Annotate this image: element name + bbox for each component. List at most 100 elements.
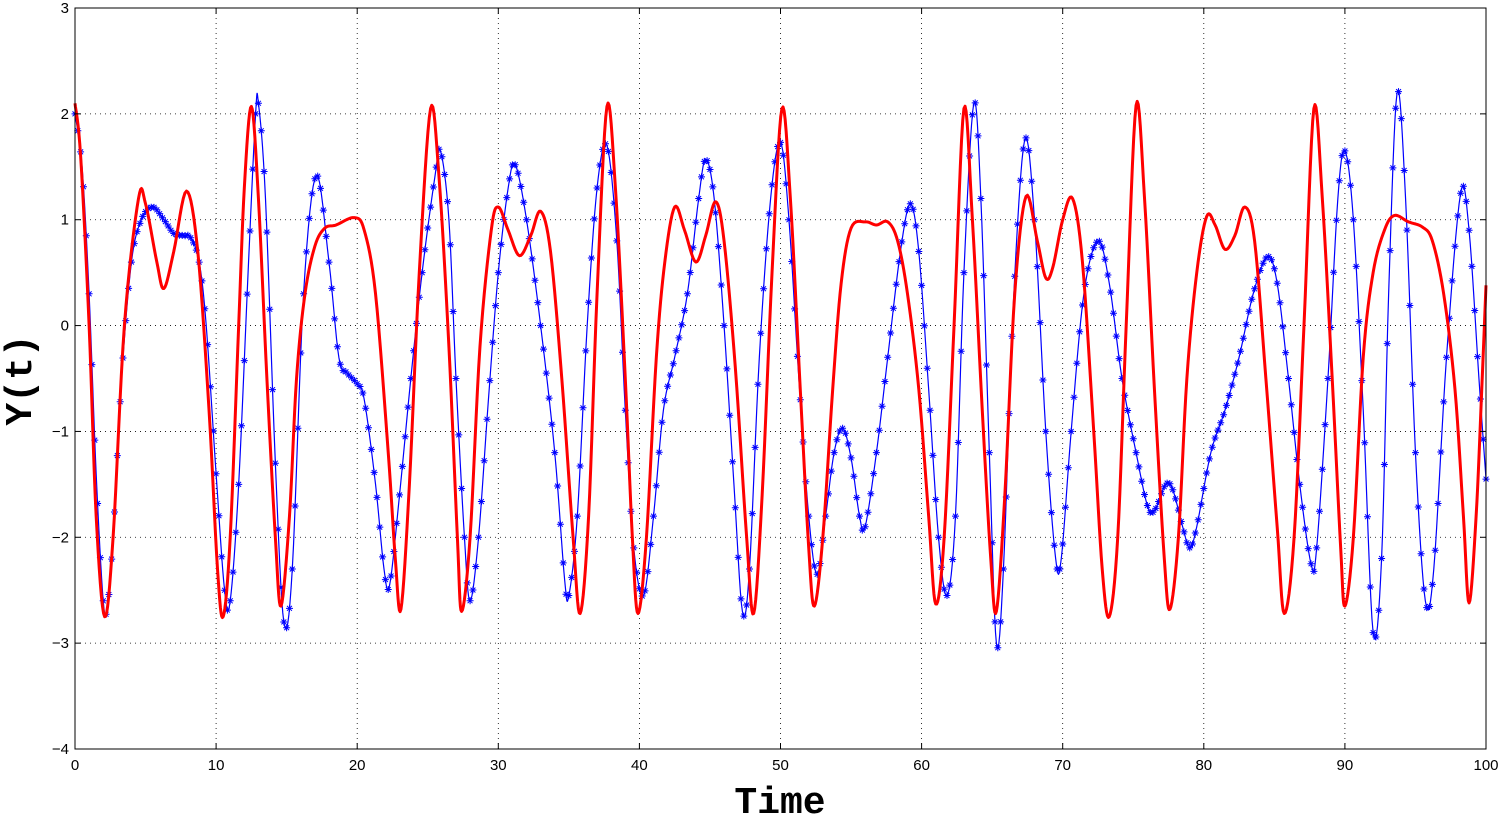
- series-1-point: [1203, 469, 1211, 477]
- series-1-point: [1383, 340, 1391, 348]
- series-1-point: [472, 563, 480, 570]
- y-tick-label: −1: [52, 423, 69, 440]
- series-1-point: [768, 181, 776, 189]
- series-1-point: [1352, 262, 1360, 270]
- series-1-point: [1409, 380, 1417, 388]
- series-1-point: [1301, 525, 1309, 533]
- series-1-point: [1369, 629, 1377, 637]
- series-1-point: [1064, 464, 1072, 472]
- series-1-point: [1067, 427, 1075, 435]
- series-1-point: [771, 158, 779, 166]
- series-1-point: [1174, 506, 1182, 514]
- series-1-point: [1400, 167, 1408, 174]
- series-1-point: [373, 493, 381, 501]
- series-1-point: [652, 482, 660, 490]
- series-1-point: [545, 394, 553, 402]
- series-1-point: [1335, 177, 1343, 185]
- series-1-point: [336, 360, 344, 368]
- series-1-point: [1220, 411, 1228, 419]
- series-1-point: [1169, 486, 1177, 494]
- series-1-point: [494, 269, 502, 277]
- series-1-point: [1414, 503, 1422, 511]
- series-1-point: [362, 404, 370, 412]
- series-1-point: [458, 485, 466, 492]
- series-1-point: [974, 132, 982, 140]
- series-1-point: [867, 490, 875, 498]
- series-1-point: [878, 402, 886, 410]
- series-1-point: [717, 281, 725, 289]
- series-1-point: [1364, 513, 1371, 521]
- series-1-point: [698, 173, 705, 181]
- series-1-point: [929, 451, 937, 459]
- series-1-point: [365, 424, 372, 432]
- series-1-point: [240, 357, 248, 365]
- series-1-point: [915, 248, 923, 255]
- series-1-point: [836, 427, 844, 435]
- series-1-point: [1149, 508, 1157, 516]
- series-1-point: [271, 459, 279, 467]
- series-1-point: [432, 163, 440, 171]
- series-1-point: [748, 510, 756, 518]
- series-1-point: [943, 592, 951, 599]
- series-1-point: [850, 472, 858, 480]
- series-1-point: [503, 194, 511, 202]
- series-1-point: [1124, 407, 1132, 414]
- series-1-point: [904, 206, 911, 214]
- series-1-point: [683, 290, 691, 298]
- series-1-point: [887, 329, 895, 337]
- series-1-point: [576, 462, 584, 470]
- series-1-point: [1160, 483, 1168, 491]
- series-1-point: [906, 200, 914, 208]
- series-1-point: [1355, 318, 1363, 326]
- series-1-point: [737, 595, 745, 603]
- series-1-point: [827, 467, 835, 475]
- x-tick-label: 80: [1195, 757, 1212, 774]
- series-1-point: [207, 383, 214, 391]
- series-1-point: [387, 572, 395, 580]
- series-1-point: [356, 383, 364, 390]
- series-layer: [71, 88, 1490, 652]
- series-1-point: [901, 220, 909, 228]
- series-1-point: [1268, 256, 1275, 264]
- series-1-point: [889, 304, 897, 312]
- x-tick-label: 60: [913, 757, 930, 774]
- series-1-point: [1440, 398, 1448, 406]
- series-1-point: [988, 539, 996, 547]
- series-1-point: [449, 308, 457, 315]
- series-1-point: [1262, 254, 1270, 262]
- series-1-point: [297, 349, 305, 357]
- series-1-point: [1118, 375, 1126, 382]
- series-1-point: [542, 369, 550, 377]
- series-1-point: [779, 151, 787, 159]
- series-1-point: [243, 290, 251, 298]
- series-1-point: [884, 353, 892, 361]
- series-1-point: [1228, 381, 1236, 389]
- series-1-point: [1073, 359, 1081, 367]
- series-1-point: [1316, 507, 1323, 515]
- x-tick-label: 90: [1337, 757, 1354, 774]
- series-1-point: [971, 99, 979, 107]
- series-1-point: [164, 222, 172, 230]
- x-tick-label: 20: [349, 757, 366, 774]
- series-1-point: [918, 281, 926, 289]
- series-1-point: [367, 445, 375, 453]
- series-1-point: [1180, 528, 1188, 536]
- series-1-point: [675, 334, 683, 342]
- series-1-point: [410, 347, 418, 355]
- series-1-point: [1341, 147, 1349, 155]
- series-1-point: [957, 347, 965, 355]
- series-1-point: [469, 586, 477, 594]
- series-1-point: [314, 172, 322, 180]
- x-axis-title: Time: [734, 782, 825, 817]
- series-1-point: [1186, 544, 1194, 552]
- axis-ticks: 0 10 20 30 40 50 60 70 80 90 100 −4 −3 −2 −1 0 1 2 3: [52, 0, 1499, 774]
- series-1-point: [1403, 226, 1411, 234]
- series-1-point: [655, 448, 663, 456]
- series-1-point: [1211, 434, 1219, 442]
- series-1-point: [1090, 244, 1098, 252]
- series-1-point: [1141, 491, 1148, 498]
- series-1-point: [1237, 347, 1244, 355]
- series-1-point: [534, 299, 542, 307]
- series-1-point: [720, 322, 728, 330]
- series-1-point: [559, 559, 567, 567]
